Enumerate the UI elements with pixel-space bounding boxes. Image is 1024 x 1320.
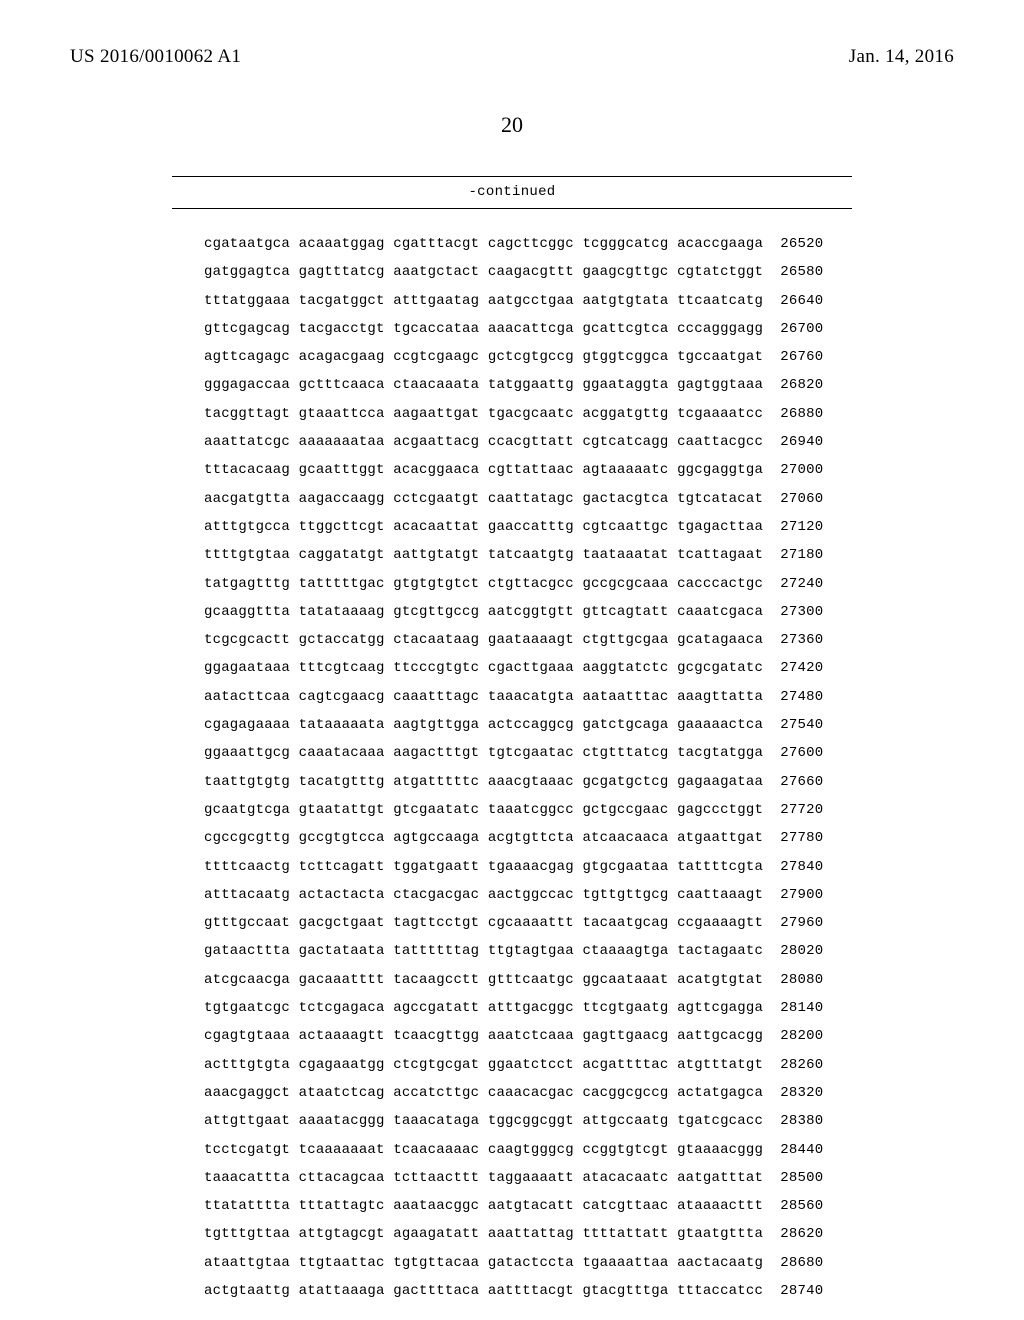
rule-top xyxy=(172,176,852,177)
publication-date: Jan. 14, 2016 xyxy=(849,46,954,68)
sequence-listing: cgataatgca acaaatggag cgatttacgt cagcttc… xyxy=(204,230,823,1305)
page: US 2016/0010062 A1 Jan. 14, 2016 20 -con… xyxy=(0,0,1024,1320)
page-number: 20 xyxy=(0,112,1024,138)
rule-bottom xyxy=(172,208,852,209)
publication-number: US 2016/0010062 A1 xyxy=(70,46,241,68)
continued-label: -continued xyxy=(0,184,1024,200)
